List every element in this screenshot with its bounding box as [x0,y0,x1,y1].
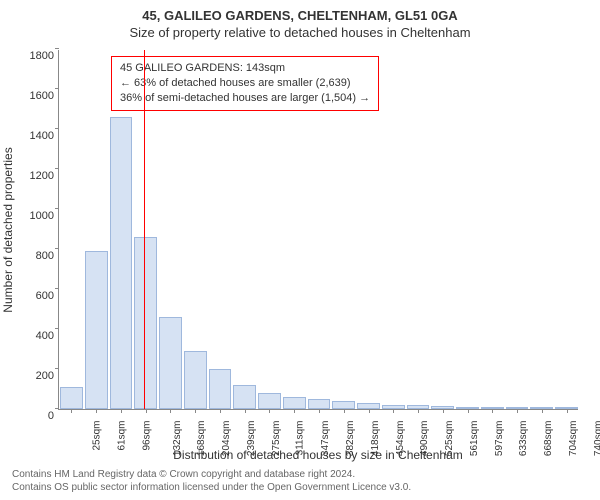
y-tick-label: 1000 [30,210,54,222]
x-tick-label: 96sqm [141,421,152,451]
info-box-line: 36% of semi-detached houses are larger (… [120,91,370,106]
x-tick-label: 668sqm [543,421,554,457]
footer-attribution: Contains HM Land Registry data © Crown c… [12,469,411,494]
info-box-line: 45 GALILEO GARDENS: 143sqm [120,61,370,76]
y-tick-label: 200 [36,370,54,382]
y-tick-label: 1800 [30,50,54,62]
page-title: 45, GALILEO GARDENS, CHELTENHAM, GL51 0G… [0,8,600,23]
info-box: 45 GALILEO GARDENS: 143sqm← 63% of detac… [111,56,379,111]
histogram-bar [110,117,133,409]
x-axis-label: Distribution of detached houses by size … [173,448,463,462]
histogram-bar [283,397,306,409]
histogram-bar [308,399,331,409]
footer-line-1: Contains HM Land Registry data © Crown c… [12,469,411,482]
histogram-bar [258,393,281,409]
histogram-bar [60,387,83,409]
y-tick-label: 600 [36,290,54,302]
x-tick-label: 597sqm [494,421,505,457]
histogram-bar [184,351,207,409]
histogram-chart: 45 GALILEO GARDENS: 143sqm← 63% of detac… [58,50,578,410]
x-tick-label: 740sqm [593,421,600,457]
x-tick-label: 25sqm [92,421,103,451]
histogram-bar [233,385,256,409]
histogram-bar [332,401,355,409]
x-tick-label: 61sqm [117,421,128,451]
y-axis-label: Number of detached properties [1,147,15,312]
x-tick-label: 561sqm [469,421,480,457]
y-tick-label: 1400 [30,130,54,142]
info-box-line: ← 63% of detached houses are smaller (2,… [120,76,370,91]
histogram-bar [134,237,157,409]
y-tick-label: 1600 [30,90,54,102]
y-tick-label: 0 [48,410,54,422]
y-tick-label: 800 [36,250,54,262]
y-tick-label: 400 [36,330,54,342]
reference-line [144,50,145,409]
x-tick-label: 704sqm [568,421,579,457]
histogram-bar [85,251,108,409]
x-tick-label: 633sqm [518,421,529,457]
y-tick-label: 1200 [30,170,54,182]
page-subtitle: Size of property relative to detached ho… [0,25,600,40]
histogram-bar [159,317,182,409]
histogram-bar [209,369,232,409]
plot-area: 45 GALILEO GARDENS: 143sqm← 63% of detac… [58,50,578,410]
footer-line-2: Contains OS public sector information li… [12,482,411,495]
